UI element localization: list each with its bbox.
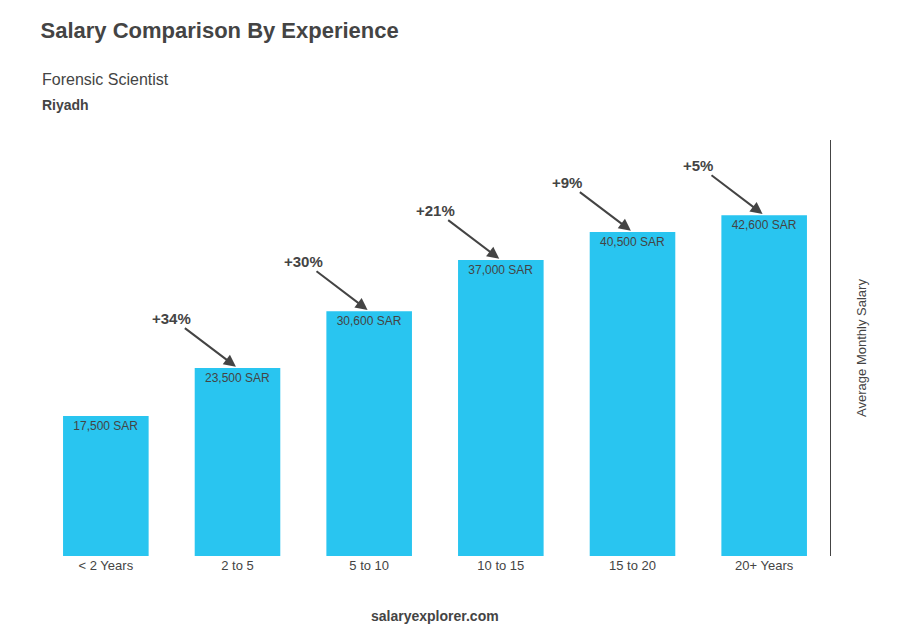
svg-text:40,500 SAR: 40,500 SAR bbox=[600, 235, 665, 249]
svg-text:17,500 SAR: 17,500 SAR bbox=[73, 419, 138, 433]
svg-text:Riyadh: Riyadh bbox=[42, 97, 89, 113]
svg-text:10 to 15: 10 to 15 bbox=[477, 558, 524, 573]
svg-text:30,600 SAR: 30,600 SAR bbox=[337, 314, 402, 328]
svg-text:Average Monthly Salary: Average Monthly Salary bbox=[854, 279, 869, 417]
svg-text:15 to 20: 15 to 20 bbox=[609, 558, 656, 573]
svg-text:+34%: +34% bbox=[152, 310, 191, 327]
svg-text:2 to 5: 2 to 5 bbox=[221, 558, 254, 573]
svg-text:37,000 SAR: 37,000 SAR bbox=[468, 263, 533, 277]
svg-text:salaryexplorer.com: salaryexplorer.com bbox=[371, 608, 499, 624]
svg-text:+5%: +5% bbox=[683, 157, 713, 174]
svg-text:42,600 SAR: 42,600 SAR bbox=[732, 218, 797, 232]
svg-text:Salary Comparison By Experienc: Salary Comparison By Experience bbox=[41, 18, 399, 43]
svg-text:+30%: +30% bbox=[284, 253, 323, 270]
svg-text:20+ Years: 20+ Years bbox=[735, 558, 794, 573]
svg-text:23,500 SAR: 23,500 SAR bbox=[205, 371, 270, 385]
svg-text:5 to 10: 5 to 10 bbox=[349, 558, 389, 573]
svg-text:Forensic Scientist: Forensic Scientist bbox=[42, 71, 169, 88]
svg-text:< 2 Years: < 2 Years bbox=[79, 558, 134, 573]
svg-text:+21%: +21% bbox=[416, 202, 455, 219]
svg-text:+9%: +9% bbox=[552, 174, 582, 191]
